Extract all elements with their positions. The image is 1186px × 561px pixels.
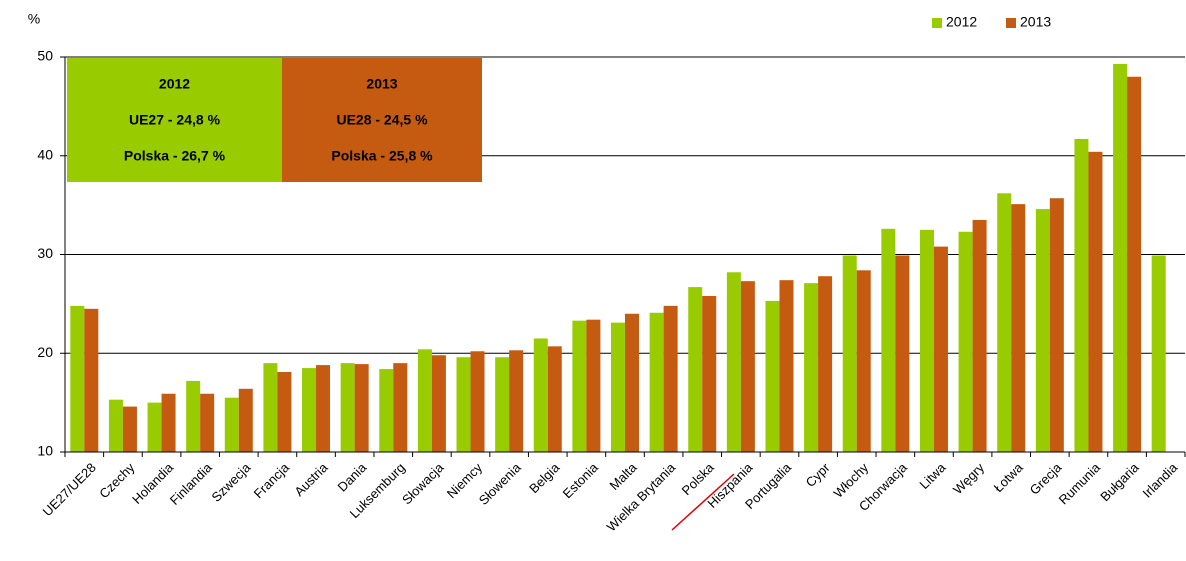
bar — [586, 319, 601, 452]
bar — [765, 300, 780, 452]
x-tick-label: Malta — [606, 459, 640, 493]
bar — [186, 380, 201, 452]
y-tick-label: 10 — [37, 443, 53, 459]
annotation-box — [282, 58, 482, 182]
bar — [70, 305, 85, 452]
bar — [456, 357, 471, 452]
bar — [1049, 198, 1064, 452]
bar — [533, 338, 548, 452]
bar — [495, 357, 510, 452]
bar — [895, 255, 910, 452]
annotation-text: Polska - 26,7 % — [124, 148, 226, 164]
bar — [224, 397, 239, 452]
bar — [649, 312, 664, 452]
legend-label: 2013 — [1020, 14, 1051, 30]
annotation-text: Polska - 25,8 % — [331, 148, 433, 164]
x-tick-label: Wielka Brytania — [604, 459, 679, 534]
bar — [161, 393, 176, 452]
bar — [1088, 151, 1103, 453]
x-tick-label: Słowenia — [476, 459, 524, 507]
bar — [688, 287, 703, 452]
bar — [933, 246, 948, 452]
x-tick-label: Łotwa — [991, 459, 1027, 495]
bar — [997, 193, 1012, 452]
bar — [393, 363, 408, 452]
bar — [302, 368, 317, 452]
bar — [804, 283, 819, 452]
x-tick-label: UE27/UE28 — [40, 460, 99, 519]
annotation-text: 2013 — [366, 76, 397, 92]
y-tick-label: 30 — [37, 245, 53, 261]
x-tick-label: Finlandia — [167, 459, 215, 507]
highlight-underline — [671, 473, 735, 531]
bar — [509, 350, 524, 452]
bar — [340, 363, 355, 452]
legend-swatch — [1006, 18, 1016, 28]
bar — [919, 229, 934, 452]
bar — [881, 228, 896, 452]
bar — [611, 322, 625, 452]
bar — [238, 388, 253, 452]
bar — [856, 270, 871, 452]
bar — [726, 272, 741, 452]
bar — [316, 365, 331, 452]
bar — [417, 349, 432, 452]
annotation-text: UE27 - 24,8 % — [129, 112, 221, 128]
x-tick-label: Belgia — [526, 459, 563, 496]
y-axis-label: % — [28, 11, 40, 27]
bar — [740, 281, 755, 452]
bar — [1035, 209, 1050, 452]
bar — [572, 320, 587, 452]
bar — [108, 399, 123, 452]
x-tick-label: Bułgaria — [1097, 459, 1142, 504]
x-tick-label: Szwecja — [208, 459, 253, 504]
y-tick-label: 40 — [37, 146, 53, 162]
bar — [277, 372, 292, 452]
bar — [354, 364, 369, 452]
bar — [1127, 76, 1142, 452]
bar — [1113, 63, 1128, 452]
x-tick-label: Francja — [251, 459, 293, 501]
x-tick-label: Irlandia — [1139, 459, 1180, 500]
x-tick-label: Słowacja — [399, 459, 447, 507]
bar — [779, 280, 794, 452]
legend-label: 2012 — [946, 14, 977, 30]
x-tick-label: Dania — [335, 459, 370, 494]
x-tick-label: Cypr — [803, 459, 833, 489]
bar — [818, 276, 833, 452]
bar — [1011, 204, 1026, 452]
bar — [625, 313, 639, 452]
annotation-text: 2012 — [159, 76, 190, 92]
bar — [972, 219, 987, 452]
x-tick-label: Węgry — [950, 460, 988, 498]
bar — [200, 393, 215, 452]
bar — [1074, 138, 1089, 452]
bar — [470, 351, 485, 452]
bar — [379, 369, 394, 452]
bar — [147, 402, 162, 452]
y-tick-label: 50 — [37, 48, 53, 64]
annotation-text: UE28 - 24,5 % — [336, 112, 428, 128]
x-tick-label: Estonia — [560, 459, 602, 501]
x-tick-label: Rumunia — [1056, 459, 1104, 507]
x-tick-label: Litwa — [916, 459, 949, 492]
bar — [84, 308, 99, 452]
bar — [263, 363, 278, 452]
bar — [958, 231, 973, 452]
legend-swatch — [932, 18, 942, 28]
bar — [122, 406, 137, 452]
bar — [431, 355, 446, 452]
x-tick-label: Austria — [291, 459, 331, 499]
y-tick-label: 20 — [37, 344, 53, 360]
bar — [663, 305, 678, 452]
annotation-box — [67, 58, 282, 182]
bar — [547, 346, 562, 452]
bar — [842, 255, 857, 452]
bar — [1151, 255, 1166, 452]
bar — [702, 295, 717, 452]
